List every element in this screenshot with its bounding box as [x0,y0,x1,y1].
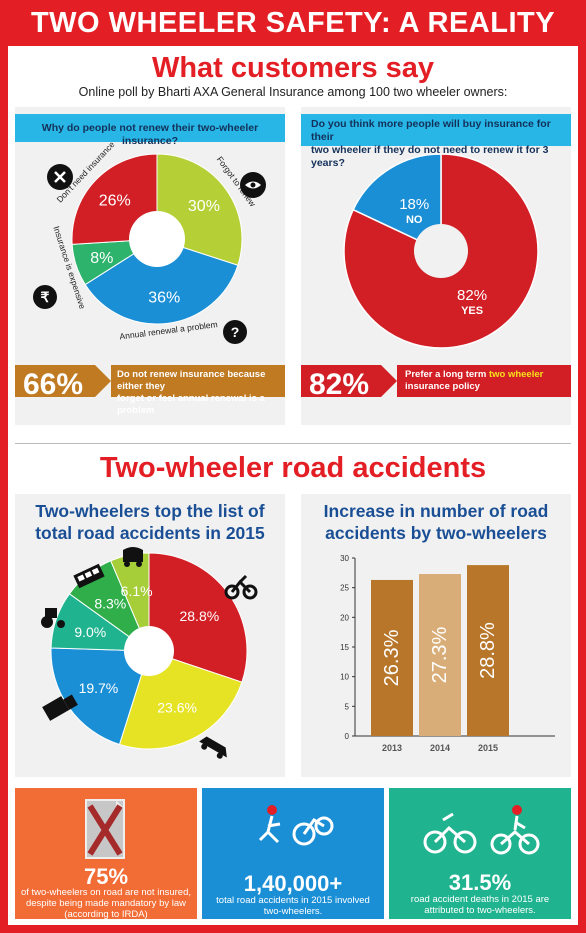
pie-value-label: 82% [457,287,487,304]
long-term-stat-banner: 82% Prefer a long term two wheeler insur… [301,365,571,401]
pie-value-label: 30% [188,198,220,215]
pie-value-label: 9.0% [74,624,106,640]
accident-trend-bar-chart: 0 5 10 15 20 25 30 26.3% 2013 27.3% 2014 28.8% 2015 [340,554,555,753]
pie1-hole [129,211,185,267]
bar-value-label: 28.8% [477,622,499,679]
renew-reason-question: Why do people not renew their two-wheele… [15,114,285,147]
x-tick-label: 2013 [382,743,402,753]
section-title-customers: What customers say [151,52,435,84]
bar-value-label: 26.3% [381,629,403,686]
pie-value-label: 6.1% [121,583,153,599]
long-term-pie: 82%YES 18%NO [343,153,539,349]
long-term-stat-text-b: two wheeler [488,369,544,380]
pie-value-label: 23.6% [157,699,197,715]
no-insurance-icon [85,799,125,859]
section-divider [15,443,571,444]
question-icon: ? [223,320,247,344]
crash-icon [258,805,334,846]
pie-value-label: 18% [399,196,429,213]
pie-value-label: 26% [99,192,131,209]
svg-text:₹: ₹ [41,289,50,305]
bar-chart-marks: 0 5 10 15 20 25 30 26.3% 2013 27.3% 2014 28.8% 2015 [340,554,555,753]
pie2-hole [414,224,468,278]
renew-stat-text-bg [111,365,285,397]
fact-uninsured-line1: of two-wheelers on road are not insured, [20,887,192,898]
accident-share-title: Two-wheelers top the list of total road … [15,500,285,544]
fact-accidents-value: 1,40,000+ [243,871,343,896]
fact-accidents-line2: two-wheelers. [263,906,323,917]
fact-accidents-line1: total road accidents in 2015 involved [216,895,370,906]
accident-share-title-line2: total road accidents in 2015 [35,523,265,543]
pie-slice [352,153,442,253]
fact-uninsured-line3: (according to IRDA) [64,909,148,920]
x-tick-label: 2014 [430,743,450,753]
y-tick-label: 0 [345,732,350,741]
long-term-stat-value: 82% [309,368,370,401]
renew-stat-value: 66% [23,368,84,401]
pie-value-label: 28.8% [179,608,219,624]
fact-uninsured-line2: despite being made mandatory by law [25,898,186,909]
y-tick-label: 20 [340,613,349,622]
long-term-stat-text-line2: insurance policy [405,381,480,392]
motorcycle-icon [224,574,258,600]
accident-trend-title: Increase in number of road accidents by … [301,500,571,544]
fact-deaths-value: 31.5% [448,870,512,895]
bar [419,574,461,736]
fact-deaths-line1: road accident deaths in 2015 are [410,894,550,905]
long-term-question-line1: Do you think more people will buy insura… [311,118,551,143]
pie-value-label: 36% [148,290,180,307]
tractor-icon [41,608,65,628]
renew-stat-text-line2: forget or feel annual renewal is a probl… [117,393,265,416]
eye-icon [240,172,266,198]
pie-value-label: 8% [90,250,113,267]
fact-box-uninsured: 75% of two-wheelers on road are not insu… [15,788,197,920]
y-tick-label: 5 [345,702,350,711]
pie-slice-name: NO [406,214,423,226]
pie-slice [84,238,239,325]
long-term-question: Do you think more people will buy insura… [301,114,571,169]
cross-icon [47,164,73,190]
y-tick-label: 30 [340,554,349,563]
accident-trend-title-line2: accidents by two-wheelers [325,523,547,543]
svg-text:?: ? [231,324,240,340]
accident-share-pie: 28.8% 23.6% 19.7% 9.0% 8.3%6.1% [41,547,258,759]
auto-rickshaw-icon [123,547,143,567]
accident-share-title-line1: Two-wheelers top the list of [35,501,265,521]
y-tick-label: 15 [340,643,349,652]
car-icon [199,736,227,759]
truck-icon [42,694,78,721]
pie-value-label: 19.7% [79,680,119,696]
accident-trend-title-line1: Increase in number of road [323,501,549,521]
pie-slice-name: YES [461,305,483,317]
y-tick-label: 25 [340,584,349,593]
pie3-hole [124,626,174,676]
fact-deaths-line2: attributed to two-wheelers. [424,905,536,916]
bar [467,565,509,736]
fact-box-accidents: 1,40,000+ total road accidents in 2015 i… [202,788,384,919]
rupee-icon: ₹ [33,285,57,309]
page-title: TWO WHEELER SAFETY: A REALITY CHECK [0,0,586,85]
bus-icon [73,563,105,589]
fact-box-deaths: 31.5% road accident deaths in 2015 are a… [389,788,571,919]
x-tick-label: 2015 [478,743,498,753]
bar [371,579,413,736]
fact-uninsured-value: 75% [83,864,129,889]
long-term-question-line2: two wheeler if they do not need to renew… [311,144,549,169]
long-term-stat-text-a: Prefer a long term [405,369,489,380]
poll-subtitle: Online poll by Bharti AXA General Insura… [78,85,508,99]
y-tick-label: 10 [340,673,349,682]
motorcycle-rider-icon [423,805,540,855]
renew-stat-banner: 66% Do not renew insurance because eithe… [15,365,285,416]
pie-value-label: 8.3% [94,596,126,612]
bar-value-label: 27.3% [429,626,451,683]
long-term-stat-text-bg [397,365,571,397]
section-title-accidents: Two-wheeler road accidents [99,452,487,484]
renew-stat-text-line1: Do not renew insurance because either th… [117,369,266,392]
